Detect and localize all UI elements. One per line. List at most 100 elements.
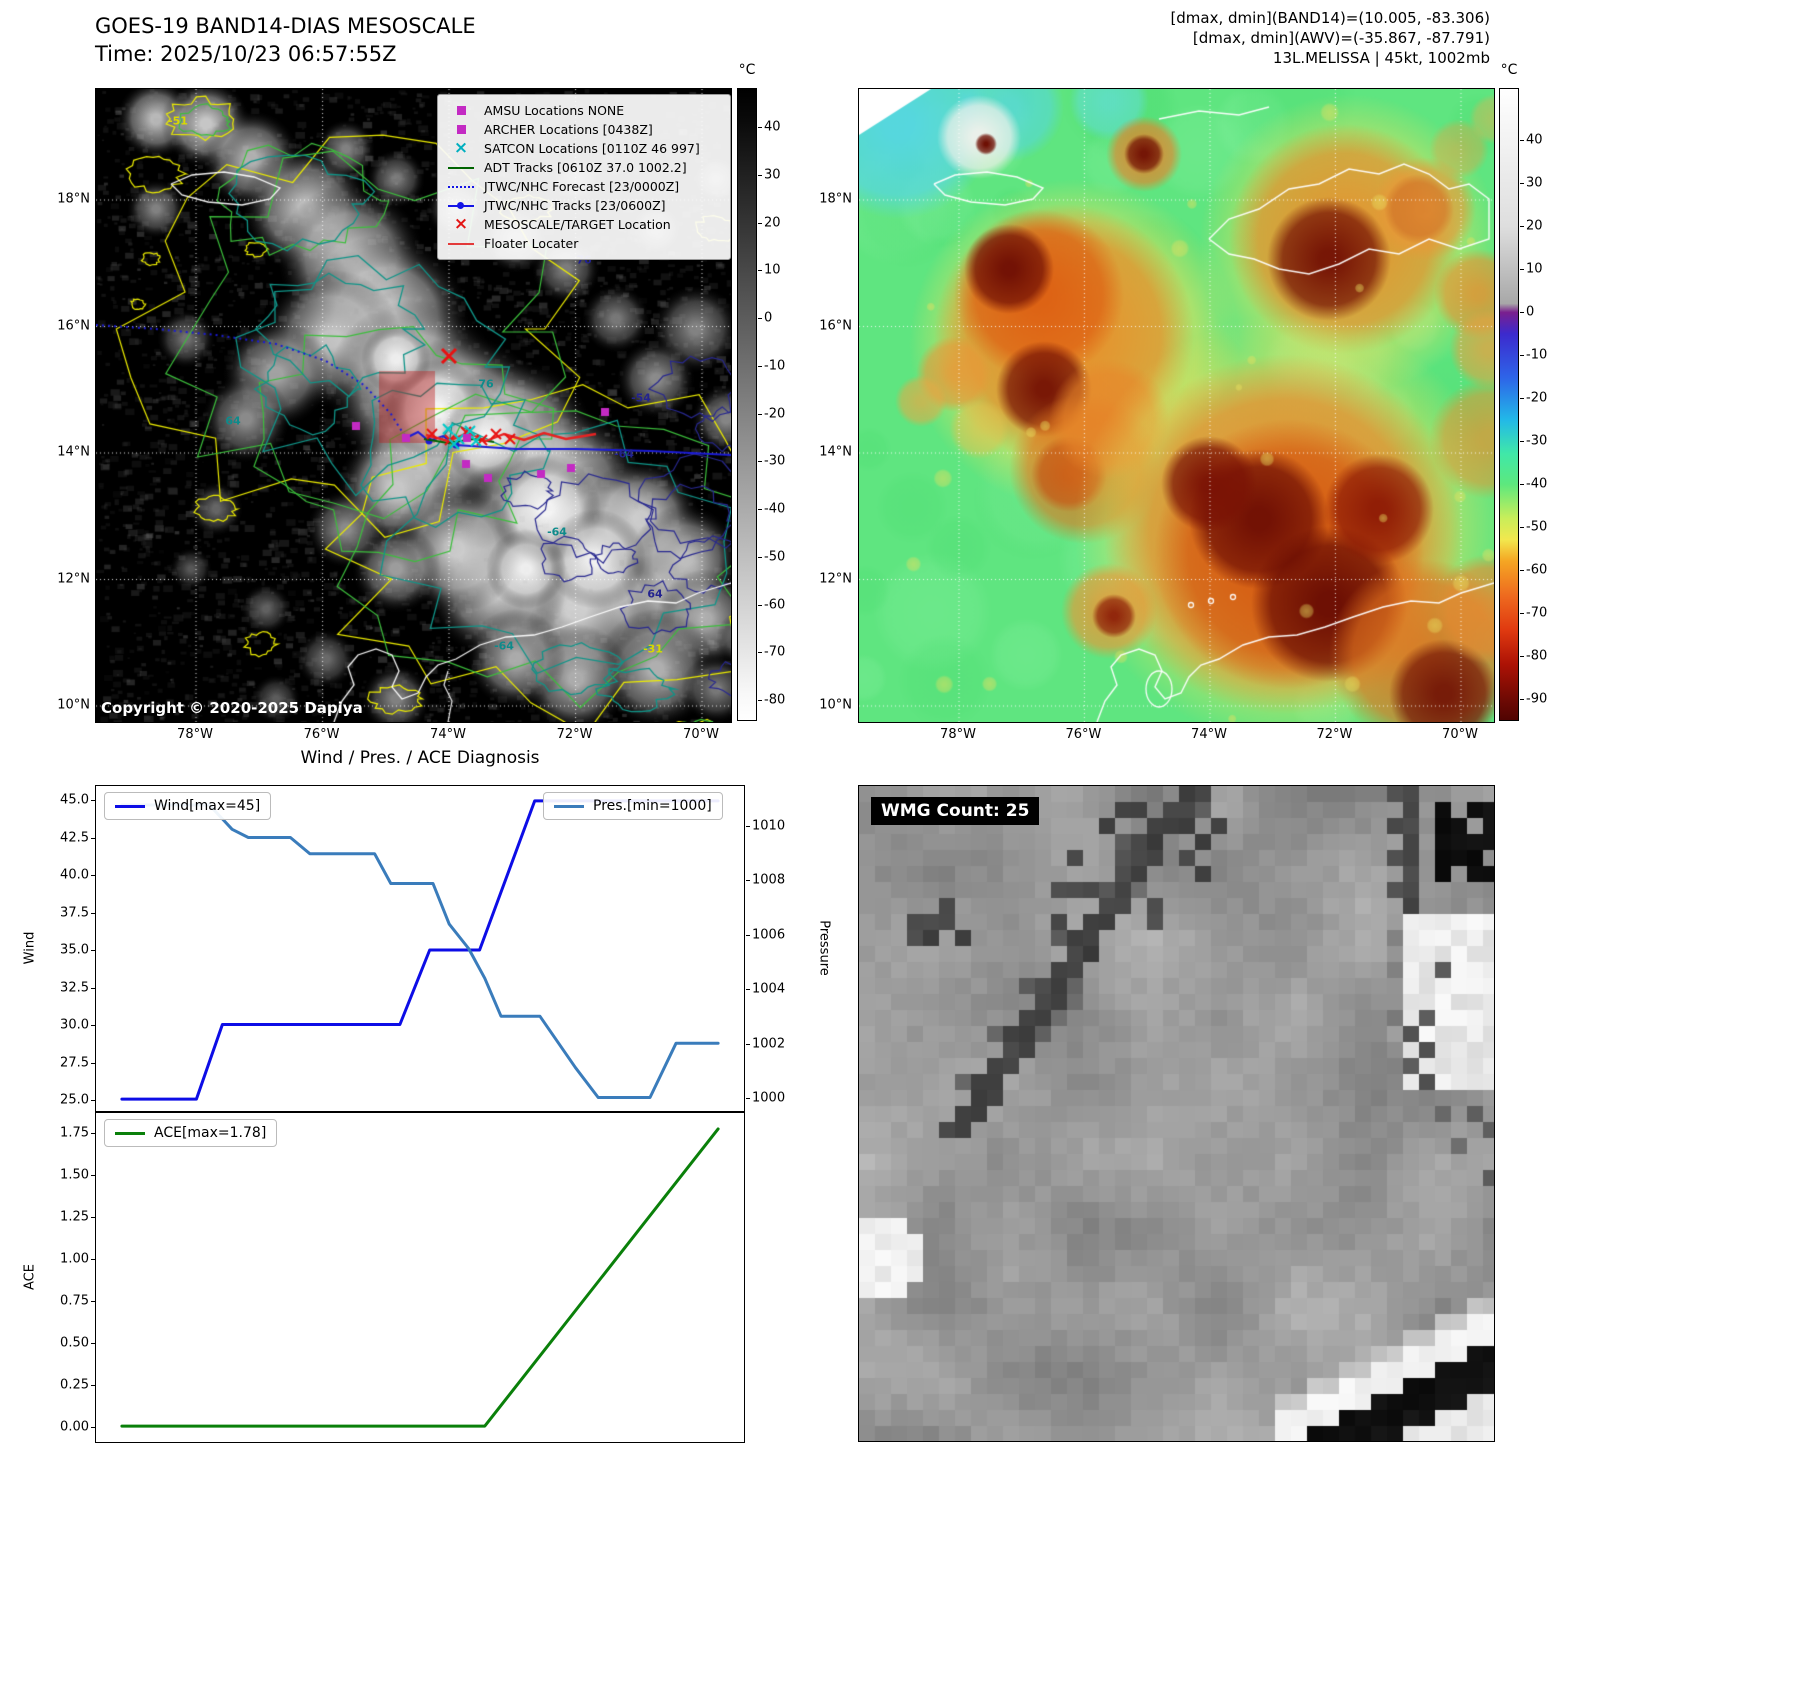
- pressure-tick-mark: [746, 989, 750, 991]
- lon-tick-left: 70°W: [683, 727, 719, 742]
- storm-id-intensity-text: 13L.MELISSA | 45kt, 1002mb: [1272, 49, 1490, 67]
- series-line: [120, 799, 720, 1101]
- wind-axis-label: Wind: [22, 931, 38, 965]
- band14-cb-tick-mark: [758, 270, 762, 272]
- legend-item: JTWC/NHC Forecast [23/0000Z]: [446, 177, 722, 196]
- series-line: [120, 803, 720, 1099]
- band14-cb-tick-mark: [758, 222, 762, 224]
- legend-label: MESOSCALE/TARGET Location: [484, 217, 671, 232]
- diagnosis-title: Wind / Pres. / ACE Diagnosis: [300, 748, 540, 768]
- map-legend: AMSU Locations NONE ARCHER Locations [043…: [437, 94, 731, 260]
- dotted-marker-icon: [446, 185, 476, 188]
- band14-cb-tick: -70: [764, 644, 786, 660]
- band14-cb-tick: -10: [764, 358, 786, 374]
- band14-cb-tick-mark: [758, 556, 762, 558]
- square-marker-icon: [446, 125, 476, 134]
- pressure-tick: 1010: [752, 818, 786, 834]
- lon-tick-left: 74°W: [430, 727, 466, 742]
- legend-item: × SATCON Locations [0110Z 46 997]: [446, 139, 722, 158]
- wind-tick: 27.5: [60, 1055, 89, 1070]
- ace-legend: ACE[max=1.78]: [104, 1119, 278, 1147]
- pressure-legend-label: Pres.[min=1000]: [593, 798, 712, 814]
- square-marker-icon: [446, 106, 476, 115]
- band14-cb-tick: -30: [764, 453, 786, 469]
- lat-tick-right: 16°N: [819, 318, 852, 333]
- legend-label: JTWC/NHC Tracks [23/0600Z]: [484, 198, 666, 213]
- awv-cb-tick: -10: [1526, 347, 1548, 363]
- band14-cb-tick: -40: [764, 501, 786, 517]
- pressure-axis-label: Pressure: [816, 920, 832, 976]
- lon-tick-left: 72°W: [556, 727, 593, 742]
- awv-cb-tick-mark: [1520, 225, 1524, 227]
- awv-cb-tick: 20: [1526, 218, 1543, 234]
- dmax-dmin-awv-text: [dmax, dmin](AWV)=(-35.867, -87.791): [1192, 29, 1490, 47]
- lon-tick-right: 78°W: [940, 727, 976, 742]
- legend-item: AMSU Locations NONE: [446, 101, 722, 120]
- pressure-tick-mark: [746, 934, 750, 936]
- lon-tick-left: 76°W: [303, 727, 340, 742]
- awv-cb-tick-mark: [1520, 613, 1524, 615]
- ace-tick: 0.50: [60, 1335, 89, 1351]
- wind-pressure-chart: [95, 785, 745, 1112]
- lon-tick-right: 70°W: [1442, 727, 1478, 742]
- band14-cb-tick: -50: [764, 549, 786, 565]
- band14-colorbar-unit-label: °C: [738, 62, 756, 78]
- band14-cb-tick: 40: [764, 119, 781, 135]
- pressure-tick-mark: [746, 880, 750, 882]
- x-marker-icon: ×: [453, 138, 469, 158]
- awv-panel-header: [dmax, dmin](BAND14)=(10.005, -83.306) […: [898, 8, 1490, 68]
- awv-cb-tick: -20: [1526, 390, 1548, 406]
- wind-pressure-plot: [120, 799, 720, 1101]
- band14-cb-tick-mark: [758, 413, 762, 415]
- awv-cb-tick: -30: [1526, 433, 1548, 449]
- band14-cb-tick-mark: [758, 652, 762, 654]
- wmg-pixel-canvas: [858, 785, 1495, 1442]
- ace-chart: [95, 1112, 745, 1443]
- awv-cb-tick-mark: [1520, 441, 1524, 443]
- panel-title: GOES-19 BAND14-DIAS MESOSCALE: [95, 14, 476, 38]
- band14-cb-tick: -80: [764, 692, 786, 708]
- lat-tick-left: 12°N: [57, 571, 90, 586]
- band14-cb-tick: -20: [764, 406, 786, 422]
- copyright-watermark: Copyright © 2020-2025 Dapiya: [101, 699, 363, 717]
- pressure-tick-mark: [746, 1043, 750, 1045]
- awv-cb-tick-mark: [1520, 311, 1524, 313]
- awv-cb-tick-mark: [1520, 570, 1524, 572]
- pressure-tick-mark: [746, 1098, 750, 1100]
- awv-cb-tick: 0: [1526, 304, 1535, 320]
- lat-tick-right: 18°N: [819, 191, 852, 207]
- band14-cb-tick: -60: [764, 597, 786, 613]
- legend-label: JTWC/NHC Forecast [23/0000Z]: [484, 179, 680, 194]
- band14-cb-tick-mark: [758, 365, 762, 367]
- legend-label: SATCON Locations [0110Z 46 997]: [484, 141, 700, 156]
- ace-tick: 1.00: [60, 1251, 89, 1267]
- awv-cb-tick-mark: [1520, 398, 1524, 400]
- awv-cb-tick: -80: [1526, 648, 1548, 664]
- band14-cb-tick: 20: [764, 215, 781, 231]
- awv-cb-tick-mark: [1520, 182, 1524, 184]
- band14-cb-tick-mark: [758, 461, 762, 463]
- band14-cb-tick-mark: [758, 699, 762, 701]
- awv-cb-tick: -50: [1526, 519, 1548, 535]
- ace-tick: 0.25: [60, 1377, 89, 1393]
- ace-tick: 0.75: [60, 1293, 89, 1309]
- ace-plot: [120, 1127, 720, 1428]
- legend-label: Floater Locater: [484, 236, 579, 251]
- lat-tick-left: 16°N: [57, 318, 90, 333]
- band14-panel-header: GOES-19 BAND14-DIAS MESOSCALE Time: 2025…: [95, 12, 476, 68]
- awv-colorbar-unit-label: °C: [1500, 62, 1518, 78]
- awv-cb-tick-mark: [1520, 354, 1524, 356]
- awv-cb-tick: 40: [1526, 132, 1543, 148]
- band14-cb-tick: 10: [764, 262, 781, 278]
- legend-item: × MESOSCALE/TARGET Location: [446, 215, 722, 234]
- awv-cb-tick-mark: [1520, 699, 1524, 701]
- wind-legend-label: Wind[max=45]: [154, 798, 261, 814]
- band14-cb-tick-mark: [758, 604, 762, 606]
- wind-tick: 37.5: [60, 905, 89, 920]
- pressure-line-sample-icon: [554, 804, 584, 808]
- lat-tick-left: 14°N: [57, 444, 90, 460]
- awv-cb-tick: -60: [1526, 562, 1548, 578]
- wind-tick: 25.0: [60, 1092, 89, 1108]
- wind-legend: Wind[max=45]: [104, 792, 272, 820]
- pressure-legend: Pres.[min=1000]: [543, 792, 723, 820]
